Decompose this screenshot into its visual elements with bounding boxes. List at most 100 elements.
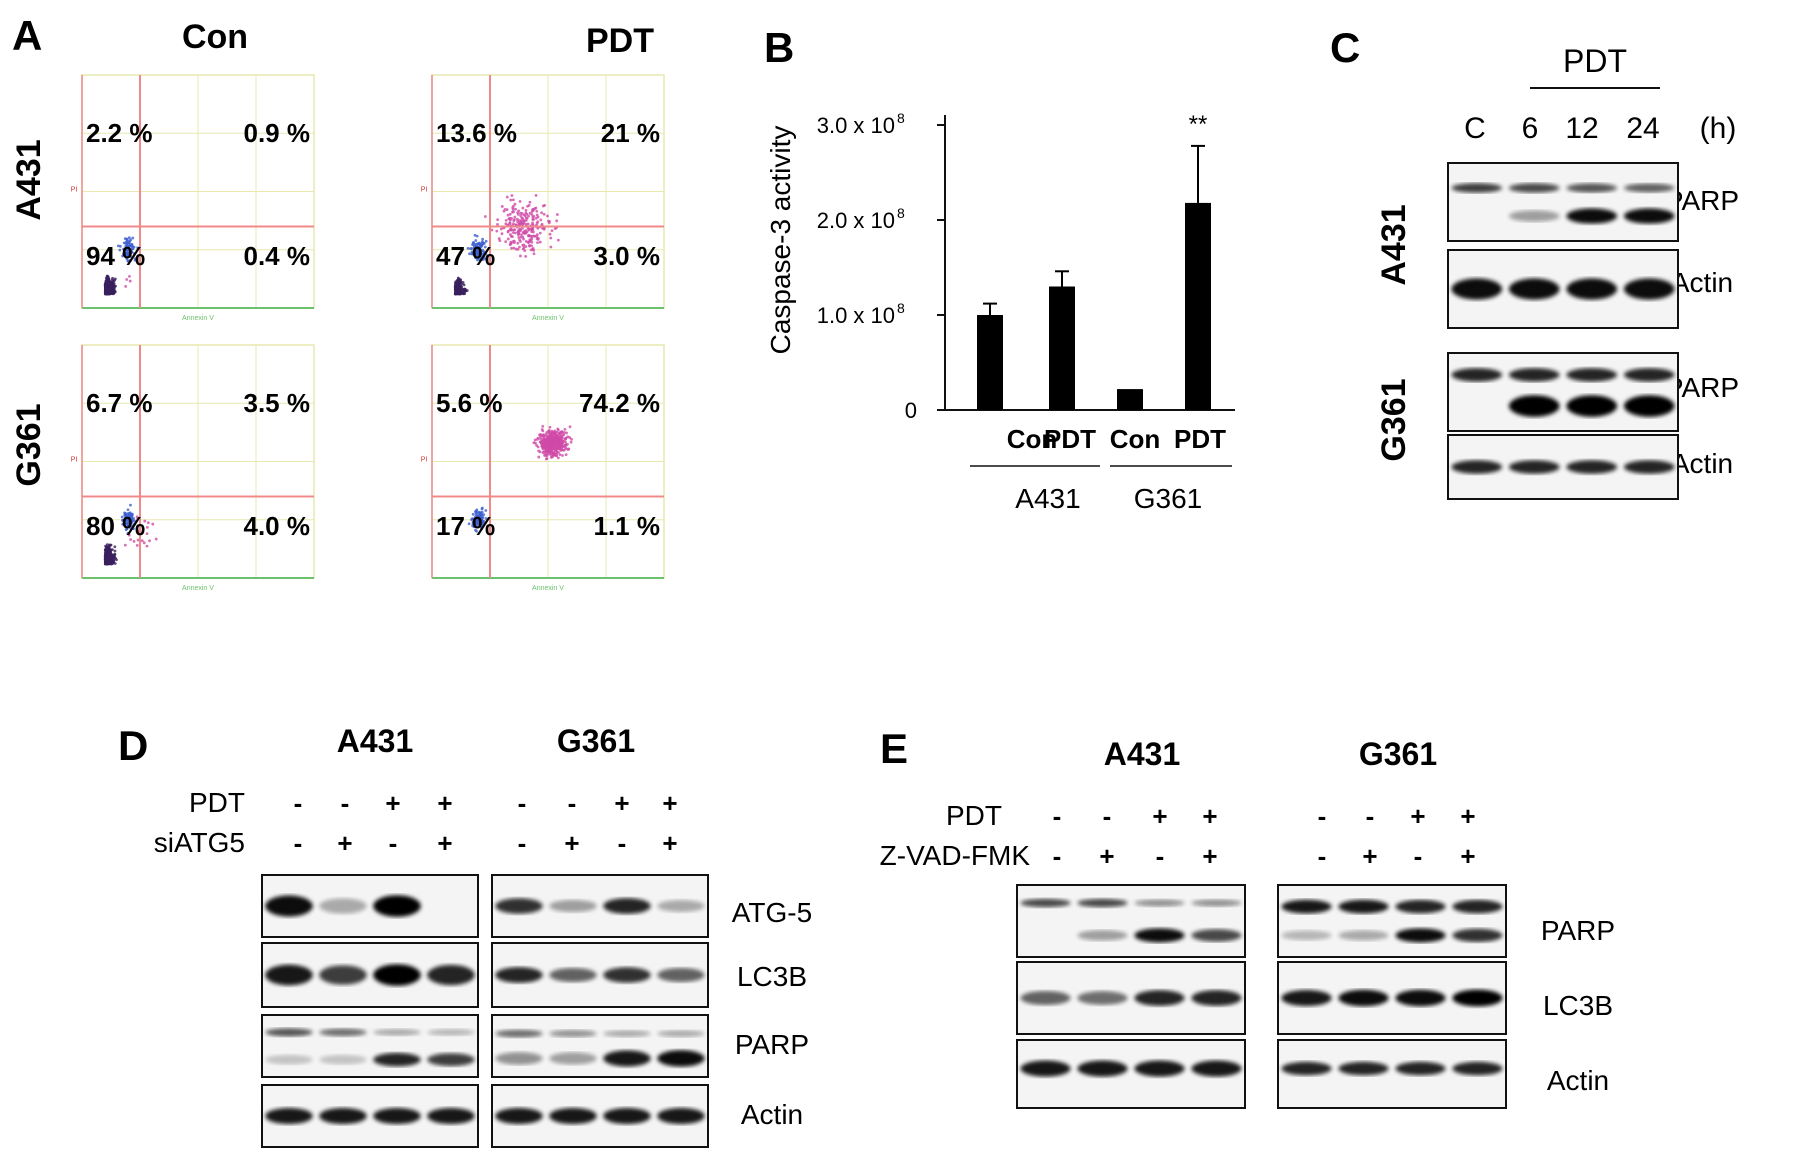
blot-band <box>1281 899 1332 914</box>
blot-band <box>1395 928 1446 943</box>
event-dot <box>131 247 135 251</box>
event-dot <box>129 518 133 522</box>
event-dot <box>540 211 544 215</box>
event-dot <box>128 515 132 519</box>
quadrant-percent-ll: 80 % <box>86 511 145 541</box>
blot-band <box>427 1029 475 1036</box>
lane-label-6: 6 <box>1522 112 1539 145</box>
event-dot <box>519 220 523 224</box>
e-label-actin: Actin <box>1547 1065 1609 1096</box>
event-dot <box>471 252 475 256</box>
event-dot <box>474 239 478 242</box>
event-dot <box>508 221 512 225</box>
event-dot <box>136 246 139 250</box>
lane-label-c: C <box>1464 112 1486 145</box>
event-dot <box>145 532 149 536</box>
event-dot <box>536 445 540 449</box>
event-dot <box>541 443 545 446</box>
event-dot <box>514 207 517 211</box>
blot-band <box>1623 278 1675 300</box>
event-dot <box>556 427 560 431</box>
event-dot <box>569 440 573 444</box>
event-dot <box>556 238 560 242</box>
event-dot <box>524 219 528 222</box>
event-dot <box>467 522 471 526</box>
event-dot <box>531 221 534 225</box>
event-dot <box>550 440 554 444</box>
blot-band <box>603 898 651 914</box>
d-cell-a431: A431 <box>337 723 414 759</box>
minus-sign: - <box>568 788 577 818</box>
plus-sign: + <box>337 828 352 858</box>
event-dot <box>471 520 475 524</box>
blot-band <box>1623 395 1675 417</box>
plus-sign: + <box>1099 841 1114 871</box>
event-dot <box>500 205 504 208</box>
blot-band <box>1451 278 1503 300</box>
event-dot <box>513 215 517 219</box>
blot-band <box>603 1050 651 1067</box>
blot-band <box>1338 1061 1389 1076</box>
event-dot <box>543 443 547 447</box>
d-label-atg5: ATG-5 <box>732 897 812 928</box>
event-dot <box>110 278 114 282</box>
event-dot <box>124 244 128 248</box>
event-dot <box>112 555 116 559</box>
event-dot <box>496 218 500 222</box>
minus-sign: - <box>1156 841 1165 871</box>
blot-band <box>1134 1060 1185 1077</box>
event-dot <box>542 212 546 216</box>
event-dot <box>542 436 546 440</box>
event-dot <box>458 292 462 295</box>
event-dot <box>517 236 521 239</box>
blot-band <box>427 1053 475 1067</box>
event-dot <box>499 227 503 231</box>
event-dot <box>517 221 521 225</box>
blot-band <box>549 1052 597 1065</box>
event-dot <box>126 259 130 263</box>
minus-sign: - <box>341 788 350 818</box>
quadrant-percent-lr: 0.4 % <box>244 241 311 271</box>
event-dot <box>529 248 533 252</box>
event-dot <box>112 282 116 285</box>
event-dot <box>154 537 158 541</box>
event-dot <box>506 237 510 241</box>
event-dot <box>124 284 128 288</box>
panel-e: A431 G361 PDT Z-VAD-FMK PARP LC3B Actin … <box>880 736 1615 1109</box>
blot-frame <box>1016 884 1246 958</box>
event-dot <box>122 253 125 257</box>
event-dot <box>482 513 486 517</box>
event-dot <box>105 560 109 564</box>
event-dot <box>124 248 128 251</box>
event-dot <box>535 213 539 217</box>
blot-frame <box>1277 884 1507 958</box>
event-dot <box>539 437 542 441</box>
y-tick-label: 2.0 x 10 <box>817 208 895 233</box>
lane-label-24: 24 <box>1626 112 1659 145</box>
event-dot <box>511 231 515 234</box>
event-dot <box>538 433 541 437</box>
minus-sign: - <box>518 788 527 818</box>
group-label-g361: G361 <box>1134 483 1203 514</box>
row-label-g361: G361 <box>10 403 48 486</box>
bar <box>1049 286 1075 410</box>
blot-band <box>657 1050 705 1067</box>
event-dot <box>119 244 122 248</box>
event-dot <box>110 561 114 564</box>
event-dot <box>510 194 514 197</box>
plus-sign: + <box>662 788 677 818</box>
blot-frame <box>491 1014 709 1078</box>
event-dot <box>548 444 552 448</box>
event-dot <box>539 440 543 444</box>
event-dot <box>562 433 566 437</box>
event-dot <box>472 241 476 244</box>
event-dot <box>541 451 545 455</box>
event-dot <box>104 553 107 557</box>
event-dot <box>559 442 563 446</box>
event-dot <box>509 228 513 232</box>
blot-band <box>1077 930 1128 941</box>
event-dot <box>466 246 470 250</box>
group-label-pdt: PDT <box>1563 43 1627 79</box>
event-dot <box>104 288 108 291</box>
event-dot <box>504 240 508 244</box>
